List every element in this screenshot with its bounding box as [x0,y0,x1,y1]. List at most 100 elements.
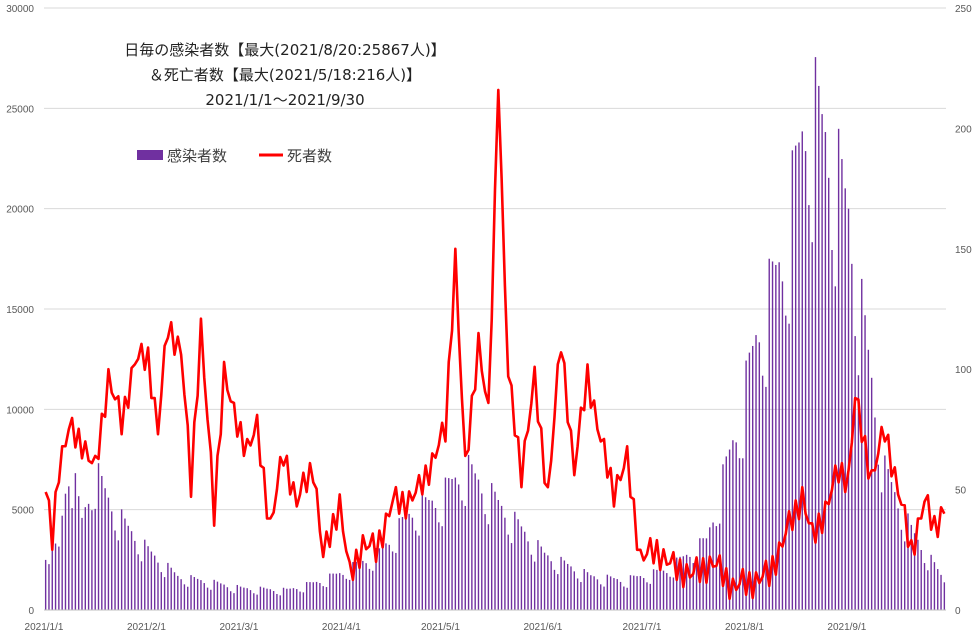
bar-infections [441,526,443,610]
bar-infections [504,517,506,610]
bar-infections [203,583,205,610]
bar-infections [649,583,651,610]
bar-infections [236,584,238,610]
bar-infections [484,514,486,610]
bar-infections [405,516,407,610]
bar-infections [163,577,166,610]
bar-infections [451,479,453,610]
bar-infections [801,131,803,610]
bar-infections [920,550,922,610]
bar-infections [695,564,698,610]
bar-infections [269,589,272,610]
bar-infections [659,570,661,610]
bar-infections [253,593,255,610]
bar-infections [580,582,582,610]
bar-infections [576,578,579,610]
bar-infections [633,575,635,610]
bar-infections [150,551,153,610]
bar-infections [461,500,463,610]
bar-infections [629,575,632,610]
bar-infections [97,463,100,610]
bar-infections [689,556,691,610]
bar-infections [339,573,341,610]
bar-infections [438,522,440,610]
bar-infections [656,569,658,610]
bar-infections [616,579,618,610]
bar-infections [590,575,592,610]
bar-infections [603,586,605,610]
bar-infections [64,493,67,610]
bar-infections [742,458,744,610]
bar-infections [147,546,149,610]
bar-infections [494,491,496,610]
bar-infections [134,540,136,610]
bar-infections [755,335,757,610]
bar-infections [332,573,334,610]
bar-infections [358,561,361,610]
left-axis-ticks: 0 5000 10000 15000 20000 25000 30000 [6,4,34,617]
bar-infections [104,488,106,610]
bar-infections [507,534,509,610]
bar-infections [157,562,159,610]
bar-infections [200,580,202,610]
bar-infections [282,587,285,610]
bar-infections [309,582,311,610]
bar-infections [692,563,694,610]
bar-infections [814,57,817,611]
bar-infections [861,278,863,610]
bar-infections [319,583,321,610]
bar-infections [510,543,513,610]
bar-infections [193,577,196,610]
title-line-1: 日毎の感染者数【最大(2021/8/20:25867人)】 [124,41,445,59]
bar-infections [249,590,252,610]
x-tick-label: 2021/7/1 [623,622,662,633]
bar-infections [266,588,268,610]
right-tick-label: 50 [955,486,967,497]
bar-infections [600,584,602,610]
bar-infections [329,573,331,610]
bar-infections [735,442,737,610]
bar-infections [365,563,367,610]
bar-infections [352,562,354,610]
legend-label-deaths: 死者数 [287,147,332,165]
bar-infections [395,552,397,610]
bar-infections [560,556,562,610]
bar-infections [464,505,466,610]
bar-infections [457,484,460,610]
bar-infections [372,570,374,610]
bar-infections [292,588,295,610]
bar-infections [517,519,519,610]
bar-infections [943,582,946,610]
bar-infections [477,479,480,610]
bar-infections [263,587,265,610]
bar-infections [196,578,199,610]
bar-infections [666,573,668,610]
bar-infections [913,533,916,610]
bar-infections [725,456,727,610]
bar-infections [685,554,688,610]
bar-infections [408,513,410,610]
bar-infections [837,128,840,611]
bar-infections [553,569,556,610]
bar-infections [811,242,813,610]
bar-infections [831,250,833,610]
left-tick-label: 30000 [6,4,34,15]
x-axis-ticks: 2021/1/1 2021/2/1 2021/3/1 2021/4/1 2021/5/1… [25,622,867,633]
bar-infections [61,515,63,610]
bar-infections [768,258,770,610]
bar-infections [448,478,450,610]
bar-infections [322,586,324,610]
bar-infections [818,85,820,611]
bar-infections [547,555,549,610]
bar-infections [388,544,390,610]
bar-infections [639,576,642,610]
bar-infections [775,264,777,610]
bar-infections [573,571,575,610]
bar-infections [884,455,886,610]
bar-infections [808,205,810,610]
bar-infections [180,579,182,610]
bar-infections [428,499,430,610]
bar-infections [424,497,427,610]
bar-infections [117,540,120,610]
bar-infections [124,518,126,610]
